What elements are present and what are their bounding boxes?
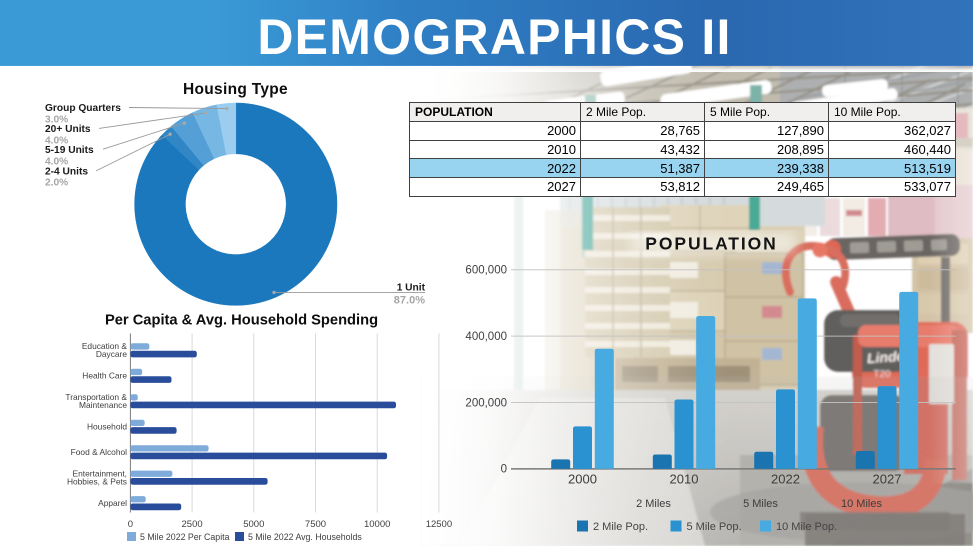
svg-text:POPULATION: POPULATION [645, 234, 777, 254]
svg-text:2027: 2027 [873, 472, 902, 487]
svg-text:5 Mile 2022 Per Capita: 5 Mile 2022 Per Capita [140, 532, 230, 542]
svg-text:Health Care: Health Care [82, 371, 127, 381]
svg-text:3.0%: 3.0% [45, 115, 68, 126]
svg-text:Per Capita & Avg. Household Sp: Per Capita & Avg. Household Spending [105, 313, 378, 329]
svg-text:Group Quarters: Group Quarters [45, 103, 121, 114]
svg-text:2 Miles: 2 Miles [636, 498, 671, 510]
svg-text:Housing Type: Housing Type [183, 81, 288, 98]
svg-text:4.0%: 4.0% [45, 156, 68, 167]
svg-text:Entertainment,: Entertainment, [73, 468, 127, 478]
svg-text:10 Miles: 10 Miles [841, 498, 882, 510]
svg-text:0: 0 [128, 519, 133, 530]
svg-text:12500: 12500 [426, 519, 452, 530]
svg-text:2.0%: 2.0% [45, 178, 68, 189]
svg-text:600,000: 600,000 [465, 265, 507, 277]
svg-text:5000: 5000 [243, 519, 264, 530]
svg-text:Apparel: Apparel [98, 498, 127, 508]
svg-text:Household: Household [87, 422, 127, 432]
svg-text:10 Mile Pop.: 10 Mile Pop. [776, 521, 837, 533]
svg-text:2000: 2000 [568, 472, 597, 487]
svg-text:Education &: Education & [82, 341, 128, 351]
svg-text:87.0%: 87.0% [394, 295, 425, 307]
svg-text:4.0%: 4.0% [45, 135, 68, 146]
svg-text:200,000: 200,000 [465, 397, 507, 409]
svg-text:5-19 Units: 5-19 Units [45, 145, 94, 156]
svg-text:1 Unit: 1 Unit [397, 283, 426, 294]
svg-text:20+ Units: 20+ Units [45, 124, 91, 135]
svg-text:Maintenance: Maintenance [79, 400, 127, 410]
svg-text:7500: 7500 [305, 519, 326, 530]
svg-text:10000: 10000 [364, 519, 390, 530]
svg-text:2 Mile Pop.: 2 Mile Pop. [593, 521, 648, 533]
svg-text:Hobbies, & Pets: Hobbies, & Pets [67, 476, 127, 486]
svg-text:2500: 2500 [182, 519, 203, 530]
svg-text:2010: 2010 [670, 472, 699, 487]
svg-text:2-4 Units: 2-4 Units [45, 167, 88, 178]
svg-text:400,000: 400,000 [465, 331, 507, 343]
svg-text:5 Mile 2022 Avg. Households: 5 Mile 2022 Avg. Households [248, 532, 362, 542]
svg-text:Transportation &: Transportation & [65, 392, 127, 402]
svg-text:5 Miles: 5 Miles [743, 498, 778, 510]
svg-text:5 Mile Pop.: 5 Mile Pop. [687, 521, 742, 533]
svg-text:0: 0 [501, 464, 507, 476]
svg-text:Daycare: Daycare [96, 349, 128, 359]
svg-text:2022: 2022 [771, 472, 800, 487]
svg-text:Food & Alcohol: Food & Alcohol [71, 447, 127, 457]
